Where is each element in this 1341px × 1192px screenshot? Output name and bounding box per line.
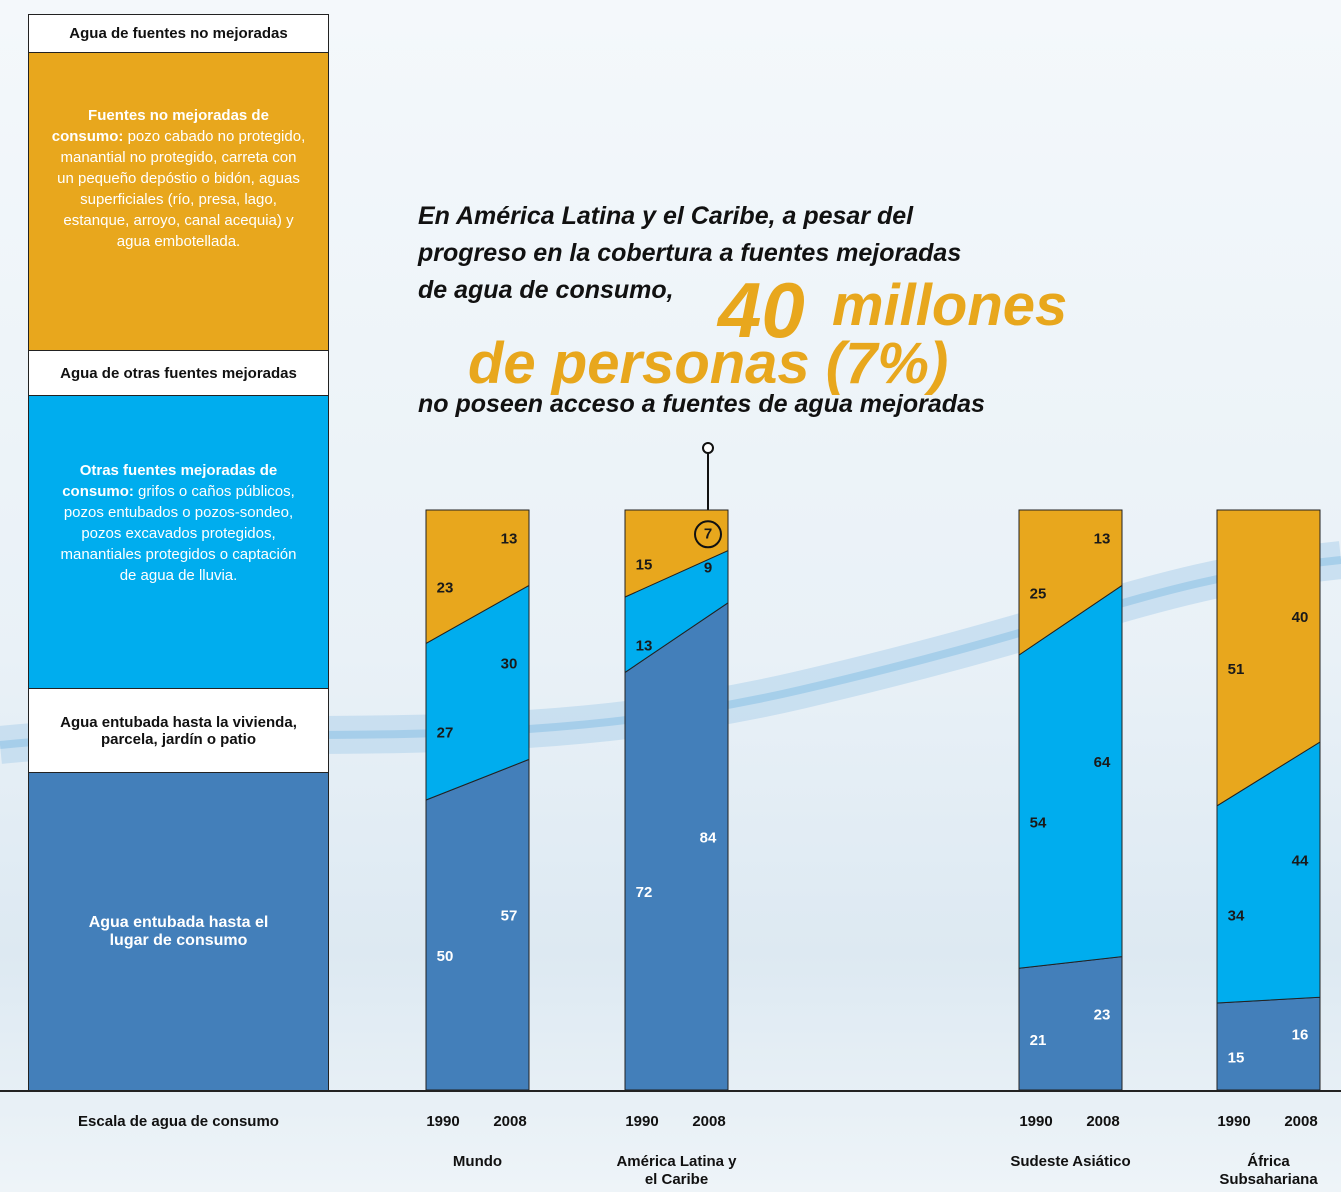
- year-label: 1990: [416, 1113, 470, 1130]
- legend-text: pozo cabado no protegido, manantial no p…: [57, 128, 305, 250]
- value-label: 13: [501, 531, 518, 548]
- infographic: 50 57 27 30 23 13 72 84 13 9 15 7 21 23 54 64 25 13 15 16 34…: [0, 0, 1341, 1192]
- value-label: 13: [636, 638, 653, 655]
- value-label: 25: [1030, 585, 1047, 602]
- category-label: Sudeste Asiático: [1006, 1153, 1136, 1171]
- headline: progreso en la cobertura a fuentes mejor…: [418, 239, 961, 268]
- legend-name: Agua entubada hasta el lugar de consumo: [28, 772, 329, 1091]
- year-label: 2008: [483, 1113, 537, 1130]
- category-label: América Latina y el Caribe: [612, 1153, 742, 1189]
- year-label: 2008: [1274, 1113, 1328, 1130]
- year-label: 2008: [682, 1113, 736, 1130]
- headline: En América Latina y el Caribe, a pesar d…: [418, 202, 913, 231]
- legend-description: Otras fuentes mejoradas de consumo: grif…: [28, 395, 329, 689]
- value-label: 40: [1292, 609, 1309, 626]
- segment: [1217, 997, 1320, 1090]
- value-label: 7: [704, 525, 712, 542]
- value-label: 30: [501, 655, 518, 672]
- value-label: 16: [1292, 1027, 1309, 1044]
- value-label: 72: [636, 884, 653, 901]
- callout-dot: [703, 443, 713, 453]
- highlight: de personas (7%): [468, 330, 948, 397]
- value-label: 15: [1228, 1049, 1245, 1066]
- legend-header: Agua entubada hasta la vivienda, parcela…: [28, 688, 329, 773]
- segment: [1019, 957, 1122, 1090]
- value-label: 23: [437, 580, 454, 597]
- category-label: África Subsahariana: [1204, 1153, 1334, 1189]
- highlight: millones: [832, 272, 1067, 339]
- value-label: 84: [700, 829, 717, 846]
- legend-description: Fuentes no mejoradas de consumo: pozo ca…: [28, 52, 329, 351]
- legend-header: Agua de otras fuentes mejoradas: [28, 350, 329, 396]
- value-label: 50: [437, 948, 454, 965]
- value-label: 27: [437, 725, 454, 742]
- value-label: 15: [636, 556, 653, 573]
- axis-label: Escala de agua de consumo: [28, 1113, 329, 1130]
- legend-header: Agua de fuentes no mejoradas: [28, 14, 329, 53]
- year-label: 1990: [1009, 1113, 1063, 1130]
- category-label: Mundo: [413, 1153, 543, 1171]
- segment: [426, 759, 529, 1090]
- value-label: 44: [1292, 853, 1309, 870]
- value-label: 34: [1228, 907, 1245, 924]
- value-label: 51: [1228, 661, 1245, 678]
- year-label: 1990: [1207, 1113, 1261, 1130]
- segment: [625, 603, 728, 1090]
- value-label: 54: [1030, 815, 1047, 832]
- value-label: 64: [1094, 754, 1111, 771]
- headline: de agua de consumo,: [418, 276, 674, 305]
- year-label: 1990: [615, 1113, 669, 1130]
- year-label: 2008: [1076, 1113, 1130, 1130]
- value-label: 9: [704, 560, 712, 577]
- value-label: 57: [501, 908, 518, 925]
- headline: no poseen acceso a fuentes de agua mejor…: [418, 390, 985, 419]
- value-label: 21: [1030, 1032, 1047, 1049]
- value-label: 23: [1094, 1006, 1111, 1023]
- value-label: 13: [1094, 531, 1111, 548]
